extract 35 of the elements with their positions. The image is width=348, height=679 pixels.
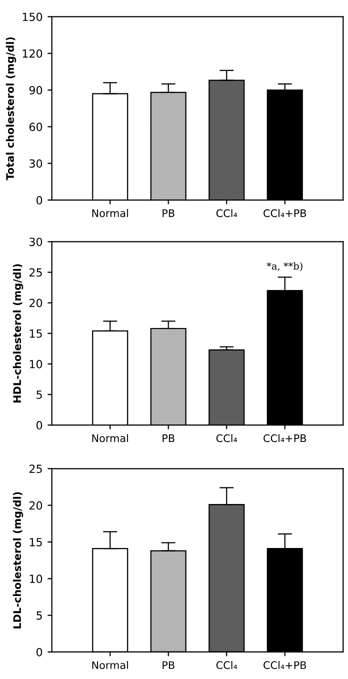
y-tick-label: 90	[29, 86, 42, 94]
y-tick-label: 15	[30, 538, 42, 546]
y-tick-label: 20	[30, 298, 42, 308]
x-tick-label: Normal	[92, 434, 128, 442]
y-axis-title: Total cholesterol (mg/dl)	[6, 37, 16, 180]
y-tick-label: 30	[30, 238, 42, 246]
x-tick-label: CCl₄	[216, 661, 238, 670]
y-tick-label: 60	[29, 122, 42, 132]
y-tick-label: 30	[30, 159, 42, 168]
x-tick-label: CCl₄	[216, 209, 238, 218]
y-tick-label: 5	[36, 390, 42, 399]
y-tick-label: 0	[36, 196, 42, 204]
y-tick-label: 0	[36, 421, 42, 430]
x-tick-label: PB	[162, 434, 174, 442]
y-tick-label: 10	[30, 360, 42, 368]
y-tick-label: 20	[30, 501, 42, 510]
y-tick-label: 25	[30, 268, 42, 277]
x-tick-label: Normal	[92, 661, 128, 670]
x-tick-label: PB	[162, 209, 174, 217]
x-tick-label: Normal	[92, 209, 128, 218]
y-tick-label: 5	[36, 611, 42, 620]
x-tick-label: CCl₄+PB	[264, 434, 306, 442]
y-tick-label: 25	[30, 464, 42, 474]
y-tick-label: 10	[30, 574, 42, 584]
y-tick-label: 0	[36, 648, 42, 656]
x-tick-label: CCl₄+PB	[264, 209, 306, 218]
y-axis-title: HDL-cholesterol (mg/dl)	[12, 264, 24, 402]
annotation: *a, **b)	[266, 262, 302, 272]
y-tick-label: 150	[22, 12, 42, 22]
x-tick-label: CCl₄+PB	[264, 661, 306, 670]
y-tick-label: 15	[30, 330, 42, 338]
x-tick-label: CCl₄	[216, 434, 238, 442]
y-axis-title: LDL-cholesterol (mg/dl)	[12, 492, 24, 628]
x-tick-label: PB	[162, 661, 174, 669]
y-tick-label: 120	[22, 49, 42, 58]
